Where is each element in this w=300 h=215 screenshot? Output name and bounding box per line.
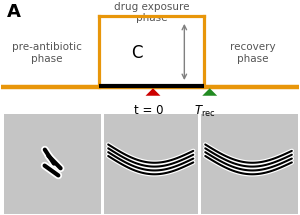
Polygon shape — [202, 88, 217, 96]
Bar — [201, 114, 298, 214]
Bar — [4, 114, 101, 214]
Text: $T_{\rm rec}$: $T_{\rm rec}$ — [194, 104, 216, 119]
Text: t = 0: t = 0 — [134, 104, 163, 117]
Bar — [104, 114, 198, 214]
Text: recovery
phase: recovery phase — [230, 42, 276, 64]
Text: A: A — [7, 3, 20, 21]
Bar — [99, 16, 204, 87]
Polygon shape — [146, 88, 160, 96]
Text: pre-antibiotic
phase: pre-antibiotic phase — [12, 42, 82, 64]
Text: C: C — [131, 44, 142, 62]
Text: drug exposure
phase: drug exposure phase — [114, 2, 189, 23]
